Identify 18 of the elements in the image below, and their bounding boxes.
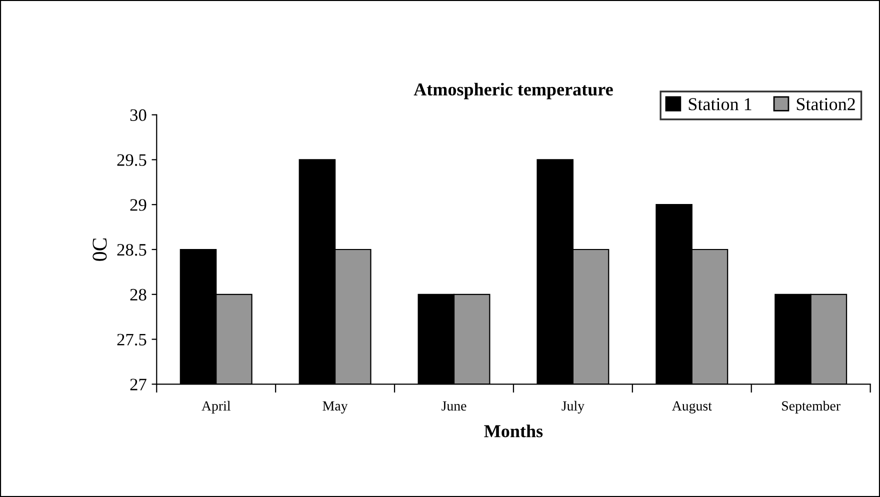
y-tick-label: 28 xyxy=(130,288,146,301)
legend-label: Station 1 xyxy=(688,98,752,110)
legend-label: Station2 xyxy=(796,98,855,110)
x-tick-label: May xyxy=(322,401,348,414)
y-axis-title: 0C xyxy=(92,238,107,261)
x-tick-label: April xyxy=(202,400,230,414)
x-axis-title: Months xyxy=(484,424,543,438)
x-tick-label: September xyxy=(782,400,840,414)
y-tick-label: 27 xyxy=(130,378,146,390)
x-tick-label: August xyxy=(672,401,712,414)
x-tick-label: July xyxy=(562,400,584,414)
y-tick-label: 27.5 xyxy=(117,334,146,346)
y-tick-label: 28.5 xyxy=(117,244,146,256)
y-tick-label: 29 xyxy=(130,199,146,211)
chart-title: Atmospheric temperature xyxy=(414,82,613,100)
x-tick-label: June xyxy=(442,401,466,411)
y-tick-label: 30 xyxy=(130,109,146,121)
y-tick-label: 29.5 xyxy=(117,154,146,166)
